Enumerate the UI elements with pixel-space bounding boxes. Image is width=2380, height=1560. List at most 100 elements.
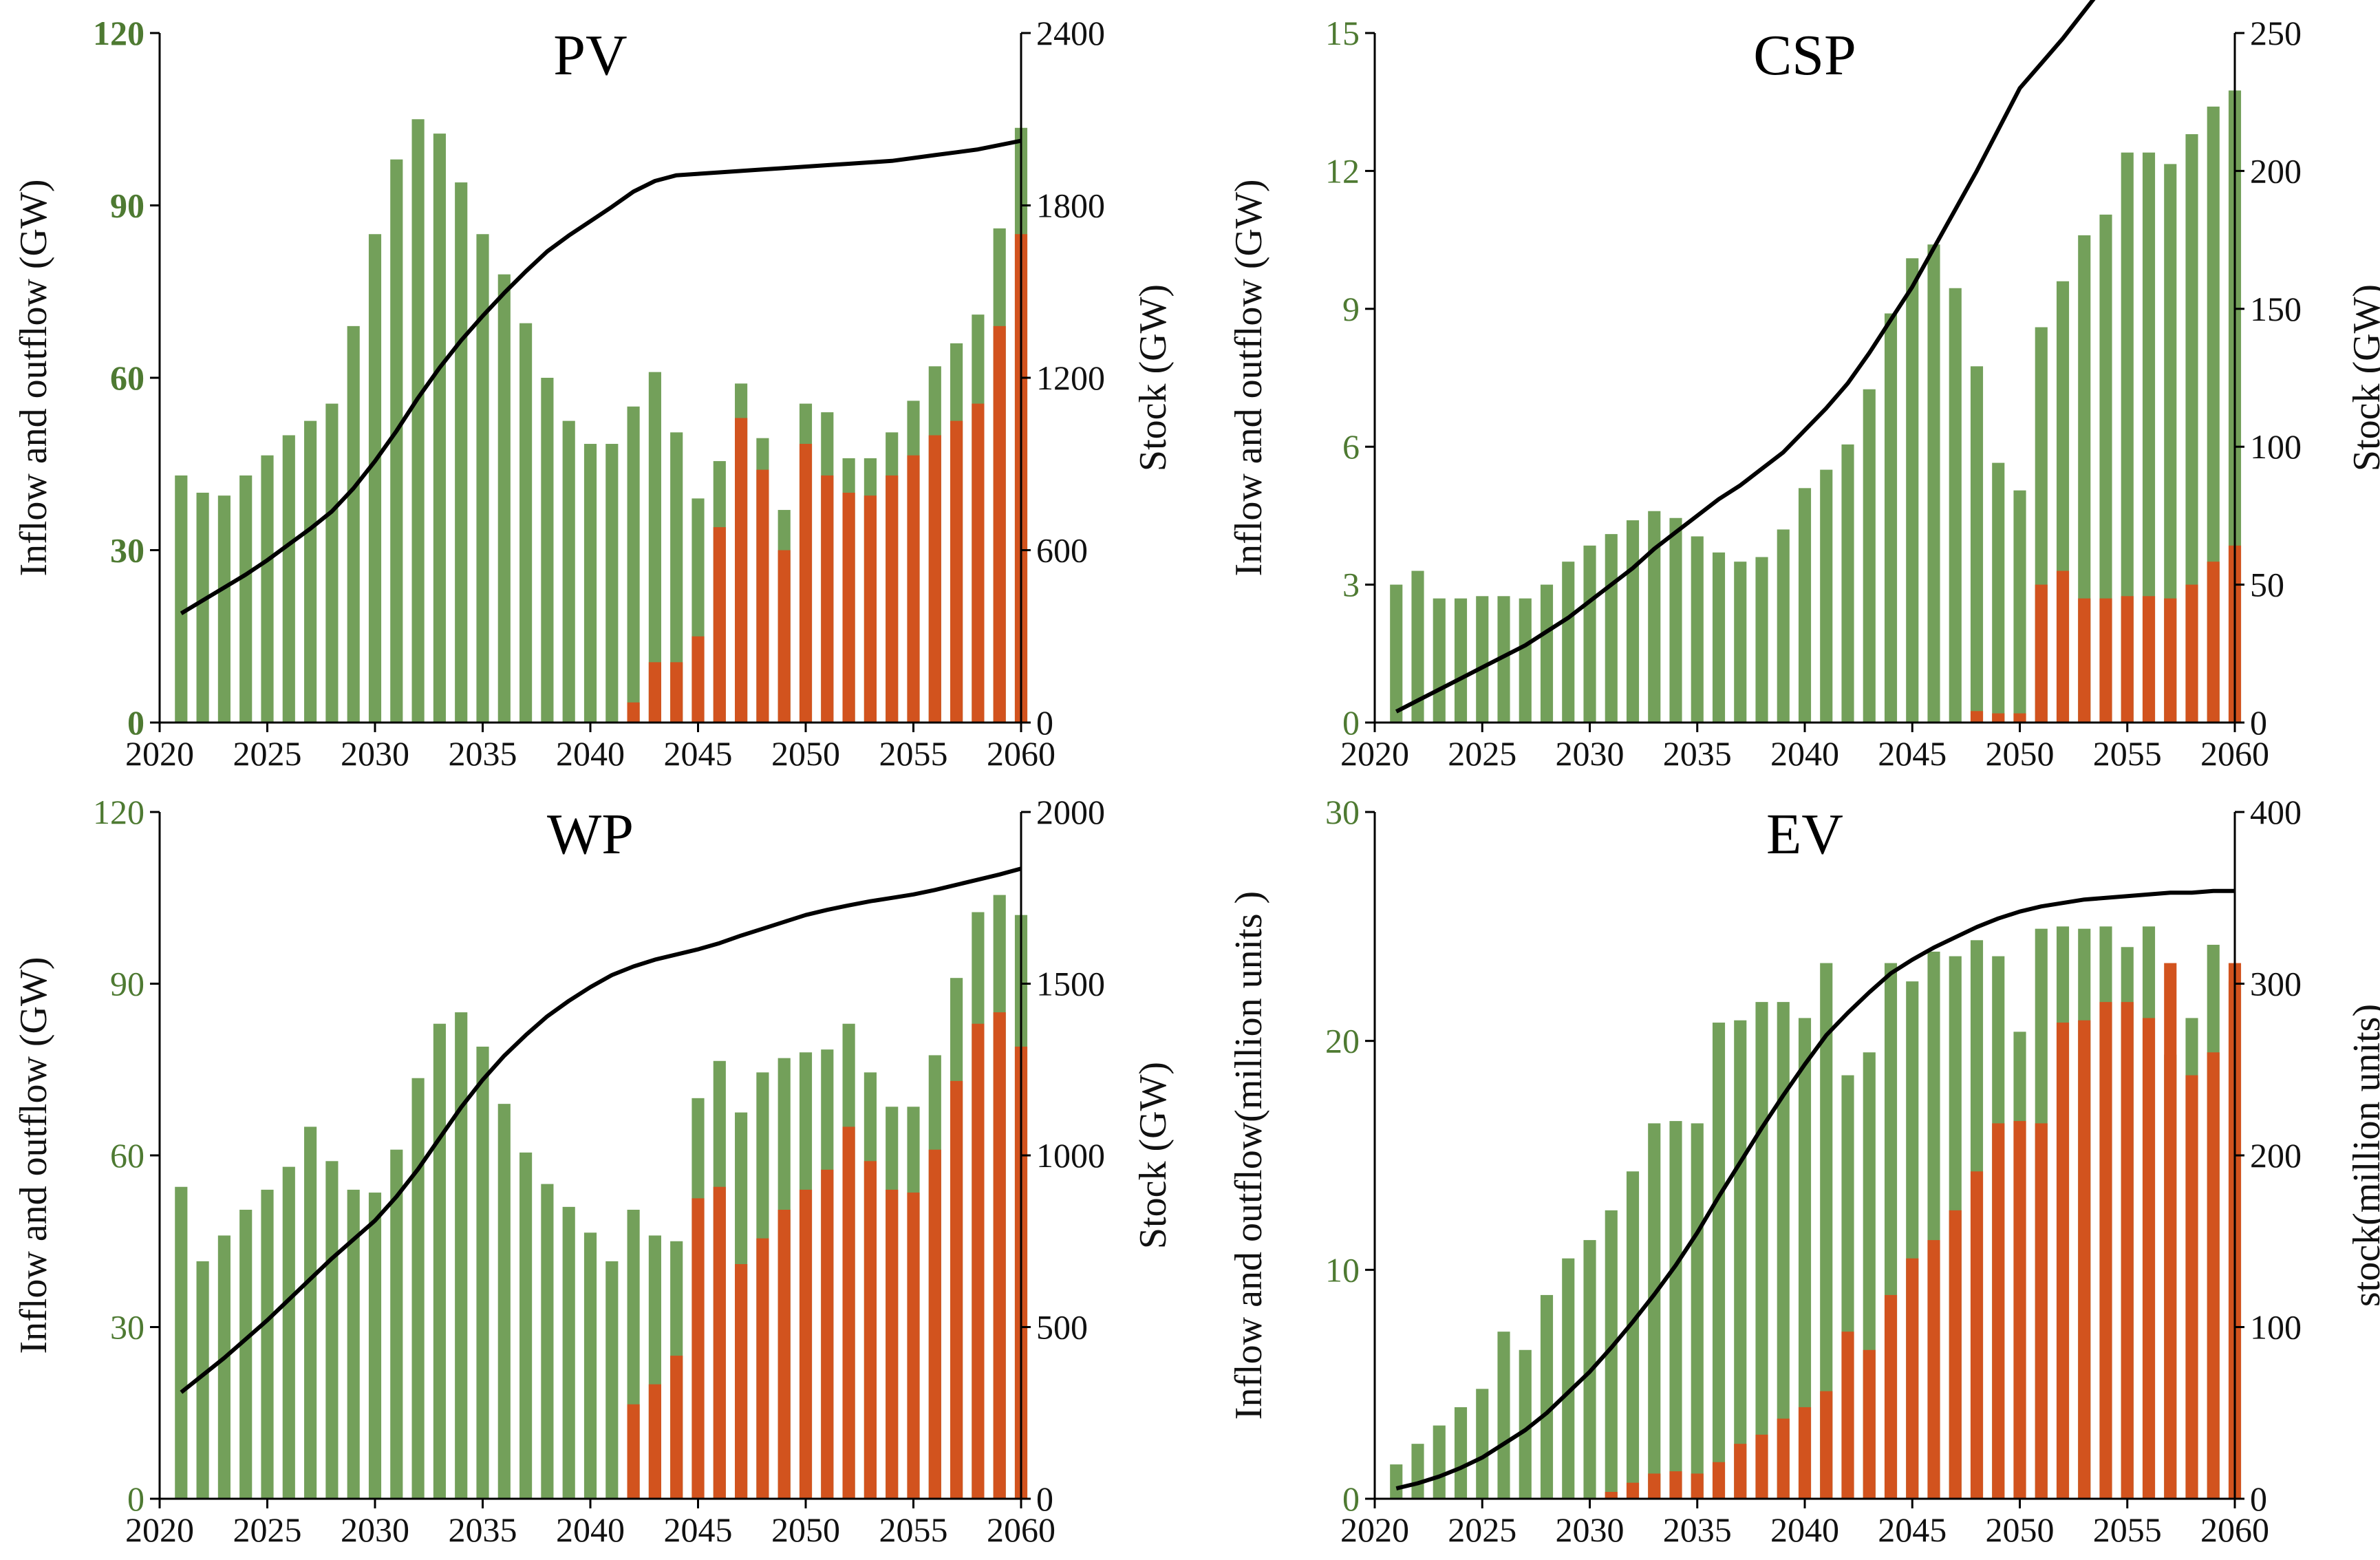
chart-wp: 2020 2025 2030 2035 2040 2045 2050 2055 20600306… bbox=[12, 793, 1175, 1549]
inflow-bar bbox=[605, 444, 619, 723]
outflow-bar bbox=[2013, 713, 2026, 723]
inflow-bar bbox=[1841, 444, 1854, 723]
y2-tick-label: 0 bbox=[1036, 703, 1053, 742]
y-tick-label: 60 bbox=[110, 1136, 144, 1175]
outflow-bar bbox=[1605, 1492, 1618, 1499]
inflow-bar bbox=[411, 119, 425, 723]
x-tick-label: 2020 bbox=[125, 1510, 194, 1549]
y2-tick-label: 2000 bbox=[1036, 793, 1105, 831]
chart-pv: 2020 2025 2030 2035 2040 2045 2050 2055 20600306… bbox=[12, 14, 1175, 773]
inflow-bar bbox=[1605, 1210, 1618, 1499]
x-tick-label: 2060 bbox=[987, 1510, 1055, 1549]
outflow-bar bbox=[2207, 1052, 2220, 1499]
inflow-bar bbox=[1454, 598, 1468, 723]
outflow-bar bbox=[2099, 598, 2112, 723]
y-tick-label: 10 bbox=[1325, 1250, 1360, 1289]
inflow-bar bbox=[583, 1232, 597, 1499]
chart-csp: 2020 2025 2030 2035 2040 2045 2050 2055 20600369… bbox=[1227, 0, 2380, 773]
y2-tick-label: 300 bbox=[2250, 965, 2302, 1003]
x-tick-label: 2025 bbox=[233, 734, 302, 773]
outflow-bar bbox=[713, 1186, 726, 1499]
outflow-bar bbox=[1626, 1482, 1640, 1499]
y2-tick-label: 150 bbox=[2250, 290, 2302, 328]
outflow-bar bbox=[1712, 1462, 1726, 1499]
inflow-bar bbox=[217, 495, 231, 723]
outflow-bar bbox=[735, 418, 748, 723]
inflow-bar bbox=[562, 420, 575, 723]
outflow-bar bbox=[799, 1189, 813, 1499]
outflow-bar bbox=[1841, 1332, 1854, 1499]
inflow-bar bbox=[2121, 152, 2134, 723]
inflow-bar bbox=[1798, 1018, 1812, 1499]
inflow-bar bbox=[476, 1046, 489, 1499]
inflow-bar bbox=[1540, 1294, 1554, 1499]
outflow-bar bbox=[993, 1012, 1006, 1499]
outflow-bar bbox=[928, 435, 941, 723]
chart-title: PV bbox=[553, 23, 627, 87]
x-tick-label: 2035 bbox=[1663, 734, 1732, 773]
y-tick-label: 90 bbox=[110, 186, 144, 225]
y2-tick-label: 2400 bbox=[1036, 14, 1105, 52]
inflow-bar bbox=[261, 455, 274, 723]
inflow-bar bbox=[1884, 313, 1898, 723]
outflow-bar bbox=[648, 662, 661, 723]
stock-line bbox=[1395, 888, 2235, 1490]
y-axis-label: Inflow and outflow (GW) bbox=[12, 957, 55, 1354]
inflow-bar bbox=[1798, 488, 1812, 723]
outflow-bar bbox=[928, 1149, 941, 1499]
inflow-bar bbox=[1970, 366, 1984, 723]
inflow-bar bbox=[2164, 164, 2177, 723]
inflow-bar bbox=[2142, 152, 2156, 723]
outflow-bar bbox=[1884, 1294, 1898, 1499]
inflow-bar bbox=[368, 1193, 382, 1499]
x-tick-label: 2055 bbox=[2093, 1510, 2162, 1549]
y-tick-label: 20 bbox=[1325, 1022, 1360, 1060]
outflow-bar bbox=[756, 469, 769, 723]
x-tick-label: 2020 bbox=[1340, 734, 1409, 773]
stock-line bbox=[180, 138, 1022, 615]
y2-axis-label: Stock (GW) bbox=[1132, 1062, 1175, 1249]
inflow-bar bbox=[1540, 584, 1554, 723]
outflow-bar bbox=[886, 1189, 899, 1499]
y-tick-label: 90 bbox=[110, 965, 144, 1003]
y-tick-label: 12 bbox=[1325, 151, 1360, 190]
inflow-bar bbox=[282, 435, 295, 723]
outflow-bar bbox=[842, 493, 855, 723]
inflow-bar bbox=[1906, 258, 1919, 723]
y2-tick-label: 200 bbox=[2250, 151, 2302, 190]
outflow-bar bbox=[2056, 570, 2070, 723]
outflow-bar bbox=[1949, 1210, 1962, 1499]
outflow-bar bbox=[2185, 1075, 2198, 1499]
inflow-bar bbox=[368, 234, 382, 723]
outflow-bar bbox=[864, 495, 877, 723]
y-axis-label: Inflow and outflow (GW) bbox=[1227, 180, 1270, 577]
inflow-bar bbox=[1497, 596, 1510, 723]
x-tick-label: 2060 bbox=[2200, 1510, 2269, 1549]
y-tick-label: 30 bbox=[110, 1308, 144, 1347]
inflow-bar bbox=[1433, 598, 1446, 723]
outflow-bar bbox=[1927, 1240, 1940, 1499]
chart-title: WP bbox=[547, 802, 634, 866]
outflow-bar bbox=[2185, 584, 2198, 723]
outflow-bar bbox=[2078, 1020, 2091, 1499]
outflow-bar bbox=[756, 1238, 769, 1499]
outflow-bar bbox=[1970, 711, 1984, 723]
outflow-bar bbox=[821, 1169, 834, 1499]
outflow-bar bbox=[648, 1384, 661, 1499]
x-tick-label: 2030 bbox=[1556, 734, 1625, 773]
inflow-bar bbox=[1626, 1171, 1640, 1499]
y-tick-label: 30 bbox=[110, 531, 144, 570]
y-tick-label: 0 bbox=[1342, 1479, 1360, 1518]
inflow-bar bbox=[455, 182, 468, 723]
inflow-bar bbox=[1712, 552, 1726, 723]
inflow-bar bbox=[1949, 288, 1962, 723]
y2-axis-label: stock(million units) bbox=[2346, 1004, 2380, 1307]
x-tick-label: 2050 bbox=[771, 1510, 840, 1549]
inflow-bar bbox=[1734, 562, 1747, 723]
outflow-bar bbox=[735, 1264, 748, 1499]
outflow-bar bbox=[1820, 1391, 1833, 1499]
inflow-bar bbox=[1626, 520, 1640, 723]
outflow-bar bbox=[993, 325, 1006, 723]
outflow-bar bbox=[907, 1193, 920, 1499]
